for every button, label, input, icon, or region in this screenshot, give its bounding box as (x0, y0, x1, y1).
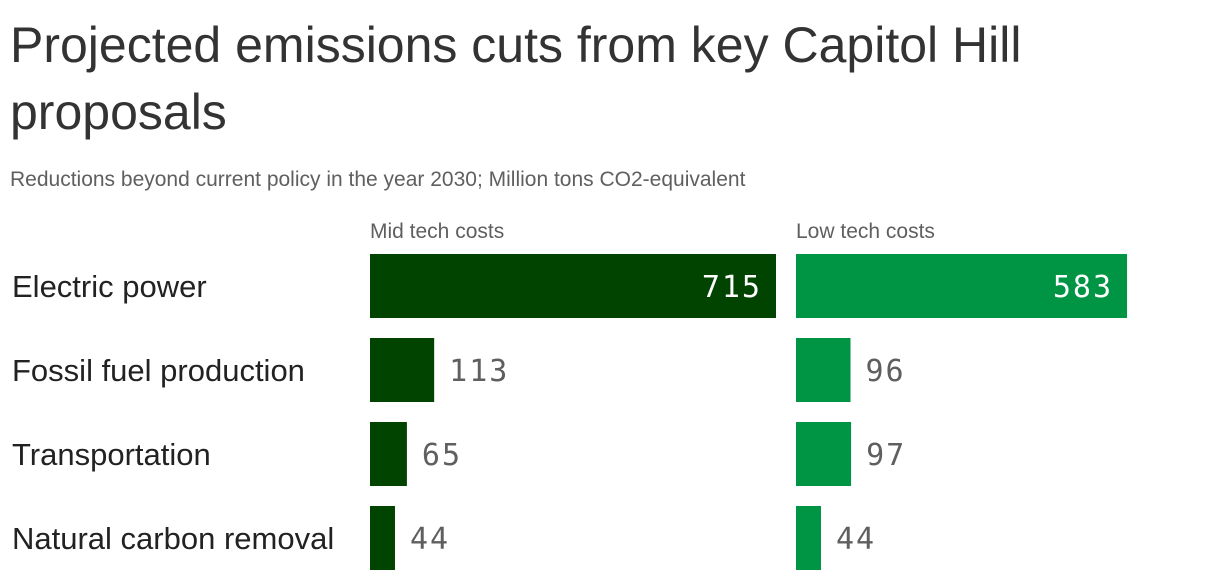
value-label: 715 (702, 270, 762, 305)
chart-subtitle: Reductions beyond current policy in the … (10, 168, 746, 191)
category-label: Transportation (12, 437, 211, 472)
value-label: 44 (410, 522, 450, 557)
category-label: Electric power (12, 269, 207, 304)
category-label: Fossil fuel production (12, 353, 305, 388)
bar (796, 422, 852, 486)
bar (370, 254, 776, 318)
bar (370, 506, 395, 570)
bar (796, 506, 821, 570)
category-label: Natural carbon removal (12, 521, 334, 556)
bar (796, 338, 851, 402)
bar (370, 422, 407, 486)
value-label: 97 (866, 438, 906, 473)
value-label: 113 (449, 354, 509, 389)
panel-header: Mid tech costs (370, 220, 504, 243)
bar (796, 254, 1128, 318)
value-label: 96 (866, 354, 906, 389)
value-label: 65 (422, 438, 462, 473)
value-label: 583 (1053, 270, 1113, 305)
bar (370, 338, 435, 402)
chart-title: Projected emissions cuts from key Capito… (10, 17, 1022, 140)
panel-header: Low tech costs (796, 220, 935, 243)
value-label: 44 (836, 522, 876, 557)
